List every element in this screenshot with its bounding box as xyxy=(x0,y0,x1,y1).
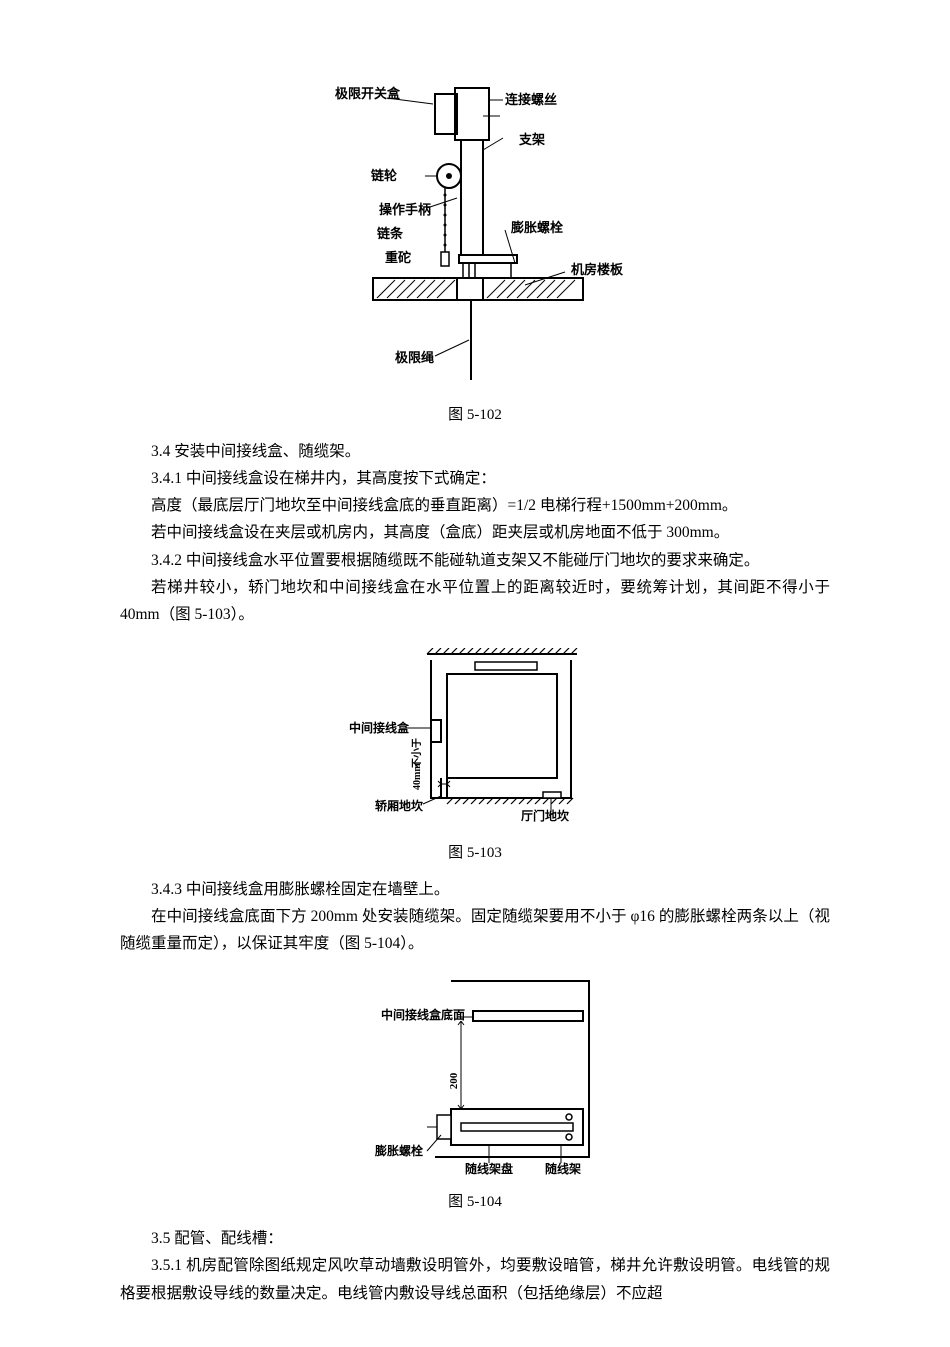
label-expbolt: 膨胀螺栓 xyxy=(510,220,563,235)
label-bracket: 支架 xyxy=(518,132,545,147)
label-box-bottom: 中间接线盒底面 xyxy=(381,1007,465,1022)
label-expbolt2: 膨胀螺栓 xyxy=(374,1143,423,1158)
label-sprocket: 链轮 xyxy=(370,168,397,183)
label-handle: 操作手柄 xyxy=(379,202,431,217)
fig-103-svg: 中间接线盒 不小于 40mm 轿厢地坎 厅门地坎 xyxy=(345,648,605,828)
label-weight: 重砣 xyxy=(385,250,411,265)
fig-102-svg: 极限开关盒 连接螺丝 支架 链轮 操作手柄 链条 重砣 膨胀螺栓 机房楼板 极限… xyxy=(315,80,635,390)
para-small-shaft: 若梯井较小，轿门地坎和中间接线盒在水平位置上的距离较近时，要统筹计划，其间距不得… xyxy=(120,574,830,628)
fig-104-svg: 中间接线盒底面 200 膨胀螺栓 随线架盘 随线架 xyxy=(345,977,605,1177)
caption-5-103: 图 5-103 xyxy=(120,841,830,862)
label-200: 200 xyxy=(448,1073,460,1090)
para-3-4: 3.4 安装中间接线盒、随缆架。 xyxy=(120,438,830,465)
label-hall-sill: 厅门地坎 xyxy=(521,808,569,823)
para-3-4-2: 3.4.2 中间接线盒水平位置要根据随缆既不能碰轨道支架又不能碰厅门地坎的要求来… xyxy=(120,547,830,574)
caption-5-102: 图 5-102 xyxy=(120,403,830,424)
label-car-sill: 轿厢地坎 xyxy=(375,798,423,813)
label-rack: 随线架 xyxy=(545,1161,581,1176)
para-3-5: 3.5 配管、配线槽： xyxy=(120,1225,830,1252)
caption-5-104: 图 5-104 xyxy=(120,1190,830,1211)
para-height2: 若中间接线盒设在夹层或机房内，其高度（盒底）距夹层或机房地面不低于 300mm。 xyxy=(120,519,830,546)
label-chain: 链条 xyxy=(376,226,404,241)
para-3-4-3b: 在中间接线盒底面下方 200mm 处安装随缆架。固定随缆架要用不小于 φ16 的… xyxy=(120,903,830,957)
label-limit-switch: 极限开关盒 xyxy=(335,86,401,101)
figure-5-103: 中间接线盒 不小于 40mm 轿厢地坎 厅门地坎 xyxy=(120,648,830,833)
para-3-5-1: 3.5.1 机房配管除图纸规定风吹草动墙敷设明管外，均要敷设暗管，梯井允许敷设明… xyxy=(120,1252,830,1306)
figure-5-104: 中间接线盒底面 200 膨胀螺栓 随线架盘 随线架 xyxy=(120,977,830,1182)
label-tray: 随线架盘 xyxy=(465,1161,513,1176)
para-3-4-1: 3.4.1 中间接线盒设在梯井内，其高度按下式确定： xyxy=(120,465,830,492)
label-conn-screw: 连接螺丝 xyxy=(505,92,557,107)
figure-5-102: 极限开关盒 连接螺丝 支架 链轮 操作手柄 链条 重砣 膨胀螺栓 机房楼板 极限… xyxy=(120,80,830,395)
label-40mm: 40mm xyxy=(412,763,423,790)
label-floor: 机房楼板 xyxy=(571,262,624,277)
para-3-4-3: 3.4.3 中间接线盒用膨胀螺栓固定在墙壁上。 xyxy=(120,876,830,903)
para-height: 高度（最底层厅门地坎至中间接线盒底的垂直距离）=1/2 电梯行程+1500mm+… xyxy=(120,492,830,519)
label-middle-box: 中间接线盒 xyxy=(349,720,410,735)
label-rope: 极限绳 xyxy=(395,350,434,365)
